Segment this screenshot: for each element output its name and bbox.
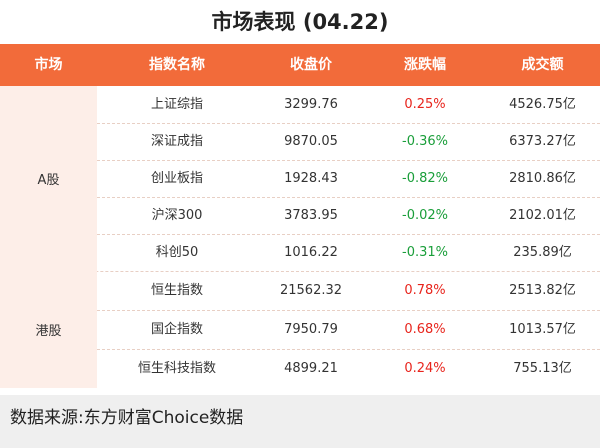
table-cell: -0.02% [402,208,448,223]
group-separator [0,271,600,272]
table-cell: 1013.57亿 [509,322,576,337]
table-cell: 国企指数 [150,322,203,337]
table-cell: 3783.95 [284,208,338,223]
table-cell: 上证综指 [150,97,203,112]
table-cell: 6373.27亿 [509,134,576,149]
table-cell: 恒生科技指数 [137,361,216,376]
header-cell: 市场 [34,57,63,73]
table-cell: 0.25% [404,97,446,112]
table-cell: 235.89亿 [513,245,572,260]
table-cell: 4526.75亿 [509,97,576,112]
row-separator [97,310,600,311]
table-cell: 0.78% [404,283,446,298]
table-cell: 4899.21 [284,361,338,376]
market-cell: 港股 [0,271,97,388]
header-cell: 涨跌幅 [404,57,446,73]
table-cell: 沪深300 [151,208,203,223]
table-cell: 7950.79 [284,322,338,337]
table-cell: 2810.86亿 [509,171,576,186]
header-cell: 成交额 [521,57,564,73]
table-cell: -0.36% [402,134,448,149]
table-cell: 1016.22 [284,245,338,260]
market-cell: A股 [0,86,97,271]
table-cell: -0.82% [402,171,448,186]
table-cell: 755.13亿 [513,361,572,376]
table-cell: 恒生指数 [150,283,203,298]
table-cell: 0.24% [404,361,446,376]
header-cell: 收盘价 [290,57,332,73]
table-cell: 9870.05 [284,134,338,149]
table-cell: 3299.76 [284,97,338,112]
row-separator [97,349,600,350]
table-cell: 2102.01亿 [509,208,576,223]
row-separator [97,197,600,198]
table-cell: 科创50 [155,245,199,260]
table-cell: 2513.82亿 [509,283,576,298]
table-cell: 1928.43 [284,171,338,186]
source-note: 数据来源:东方财富Choice数据 [0,395,600,448]
row-separator [97,123,600,124]
table-cell: 创业板指 [150,171,203,186]
table-cell: 0.68% [404,322,446,337]
row-separator [97,234,600,235]
header-cell: 指数名称 [149,57,205,73]
table-cell: 深证成指 [150,134,203,149]
title: 市场表现 (04.22) [211,10,389,34]
table-cell: 21562.32 [279,283,343,298]
table-header: 市场 指数名称 收盘价 涨跌幅 成交额 [0,44,600,86]
table-cell: -0.31% [402,245,448,260]
row-separator [97,160,600,161]
